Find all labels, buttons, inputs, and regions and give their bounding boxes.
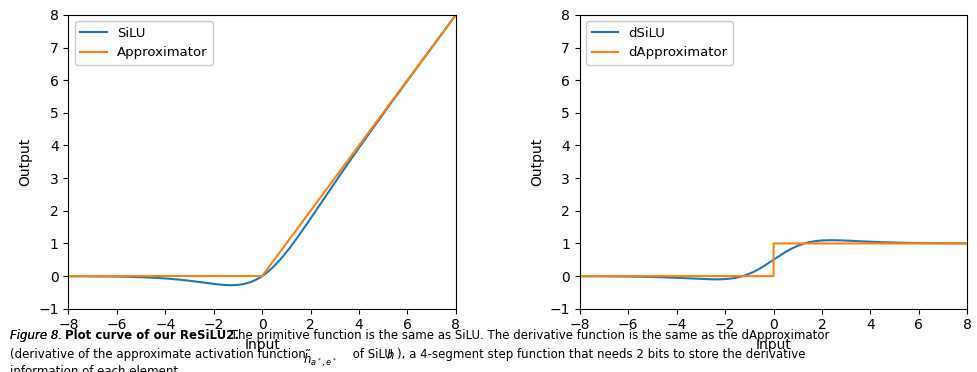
- Legend: SiLU, Approximator: SiLU, Approximator: [75, 22, 213, 65]
- Approximator: [106, 274, 118, 278]
- X-axis label: Input: Input: [244, 338, 280, 352]
- dSiLU: [709, 277, 721, 282]
- Text: The primitive function is the same as SiLU. The derivative function is the same : The primitive function is the same as Si…: [227, 329, 829, 342]
- Approximator: [401, 79, 412, 84]
- Line: SiLU: SiLU: [68, 15, 456, 285]
- Legend: dSiLU, dApproximator: dSiLU, dApproximator: [586, 22, 733, 65]
- dSiLU: [618, 274, 630, 279]
- Text: Plot curve of our ReSiLU2.: Plot curve of our ReSiLU2.: [65, 329, 239, 342]
- dApproximator: [913, 241, 924, 246]
- Approximator: [211, 274, 223, 278]
- Text: $\tilde{h}_{a^*,e^*}$: $\tilde{h}_{a^*,e^*}$: [303, 348, 337, 369]
- X-axis label: Input: Input: [755, 338, 791, 352]
- SiLU: [106, 274, 118, 279]
- Approximator: [228, 274, 239, 278]
- Approximator: [443, 23, 454, 28]
- dSiLU: [954, 241, 965, 246]
- dApproximator: [954, 241, 965, 246]
- Y-axis label: Output: Output: [19, 138, 32, 186]
- Line: dSiLU: dSiLU: [579, 240, 967, 279]
- SiLU: [63, 274, 74, 278]
- dSiLU: [740, 273, 751, 278]
- dSiLU: [573, 274, 585, 278]
- Text: Figure 8.: Figure 8.: [10, 329, 65, 342]
- SiLU: [450, 13, 462, 17]
- SiLU: [130, 275, 142, 279]
- dApproximator: [723, 274, 735, 278]
- dSiLU: [913, 241, 924, 245]
- Approximator: [63, 274, 74, 278]
- dApproximator: [618, 274, 630, 278]
- dApproximator: [740, 274, 751, 278]
- dApproximator: [641, 274, 653, 278]
- SiLU: [443, 23, 454, 27]
- SiLU: [211, 282, 223, 286]
- dApproximator: [961, 241, 973, 246]
- dSiLU: [961, 241, 973, 246]
- Text: (derivative of the approximate activation function: (derivative of the approximate activatio…: [10, 348, 310, 361]
- Approximator: [130, 274, 142, 278]
- Text: $h$: $h$: [386, 348, 395, 362]
- Line: Approximator: Approximator: [68, 15, 456, 276]
- Text: information of each element.: information of each element.: [10, 365, 182, 372]
- SiLU: [226, 283, 237, 288]
- Line: dApproximator: dApproximator: [579, 243, 967, 276]
- Text: of SiLU: of SiLU: [349, 348, 397, 361]
- Approximator: [450, 13, 462, 17]
- dSiLU: [723, 276, 735, 281]
- Y-axis label: Output: Output: [530, 138, 544, 186]
- dSiLU: [641, 275, 653, 279]
- Text: ), a 4-segment step function that needs 2 bits to store the derivative: ), a 4-segment step function that needs …: [397, 348, 805, 361]
- dSiLU: [826, 238, 837, 243]
- SiLU: [401, 80, 412, 84]
- dApproximator: [573, 274, 585, 278]
- dApproximator: [768, 241, 780, 246]
- SiLU: [228, 283, 239, 288]
- Text: Figure 8.: Figure 8.: [10, 329, 65, 342]
